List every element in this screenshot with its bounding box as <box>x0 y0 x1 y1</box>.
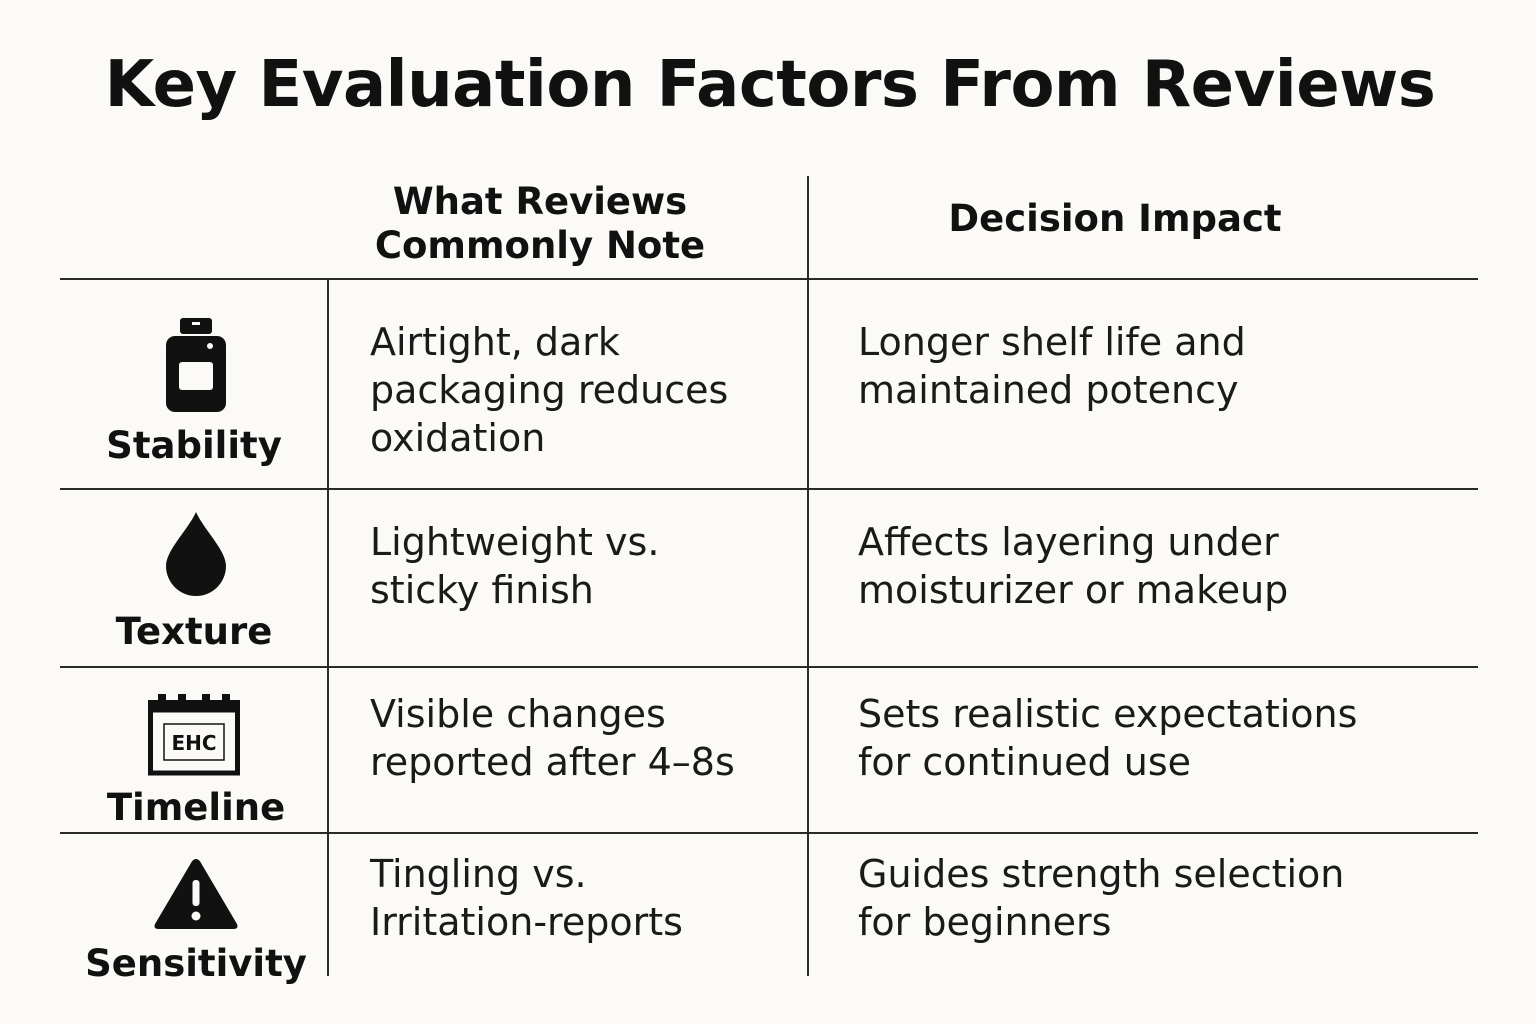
factor-label-texture: Texture <box>115 610 273 653</box>
note-text-stability: Airtight, dark packaging reduces oxidati… <box>370 320 729 460</box>
table-rule-header <box>60 278 1478 280</box>
table-divider-left <box>327 280 329 976</box>
note-text-timeline: Visible changes reported after 4–8s <box>370 692 735 784</box>
table-divider-right <box>807 176 809 976</box>
note-text-texture: Lightweight vs. sticky finish <box>370 520 660 612</box>
impact-text-stability: Longer shelf life and maintained potency <box>858 320 1246 412</box>
column-header-notes-line2: Commonly Note <box>374 224 706 267</box>
column-header-notes: What Reviews Commonly Note <box>330 180 750 268</box>
factor-label-sensitivity: Sensitivity <box>85 942 307 985</box>
table-rule-row2 <box>60 666 1478 668</box>
column-header-notes-line1: What Reviews <box>392 180 688 223</box>
page-title: Key Evaluation Factors From Reviews <box>104 48 1436 122</box>
table-rule-row3 <box>60 832 1478 834</box>
factor-label-timeline: Timeline <box>106 786 286 829</box>
droplet-icon <box>166 512 226 596</box>
table-rule-row1 <box>60 488 1478 490</box>
calendar-icon: EHC <box>148 694 240 776</box>
impact-text-timeline: Sets realistic expectations for continue… <box>858 692 1358 784</box>
calendar-icon-text: EHC <box>171 731 216 755</box>
impact-text-sensitivity: Guides strength selection for beginners <box>858 852 1345 944</box>
note-text-sensitivity: Tingling vs. Irritation-reports <box>370 852 683 944</box>
factor-label-stability: Stability <box>106 424 282 467</box>
impact-text-texture: Affects layering under moisturizer or ma… <box>858 520 1289 612</box>
bottle-icon <box>166 318 226 412</box>
warning-icon <box>154 859 238 929</box>
column-header-impact: Decision Impact <box>948 197 1282 240</box>
